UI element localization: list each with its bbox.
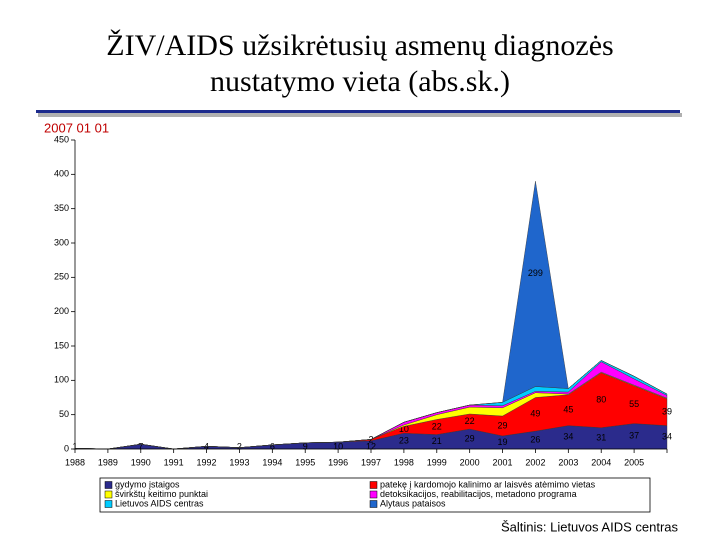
data-label: 22 <box>432 421 442 431</box>
data-label: 9 <box>303 441 308 451</box>
data-label: 7 <box>138 441 143 451</box>
data-label: 29 <box>498 420 508 430</box>
y-tick-label: 100 <box>54 375 69 385</box>
y-tick-label: 250 <box>54 272 69 282</box>
x-tick-label: 1995 <box>295 457 315 467</box>
data-label: 39 <box>662 407 672 417</box>
x-tick-label: 2003 <box>558 457 578 467</box>
y-tick-label: 450 <box>54 134 69 144</box>
data-label: 29 <box>465 433 475 443</box>
x-tick-label: 1996 <box>328 457 348 467</box>
y-tick-label: 50 <box>59 409 69 419</box>
legend-swatch <box>369 500 378 508</box>
title-rule-shadow <box>38 113 682 117</box>
x-tick-label: 1994 <box>262 457 282 467</box>
x-tick-label: 2002 <box>525 457 545 467</box>
x-tick-label: 2001 <box>493 457 513 467</box>
legend-swatch <box>104 500 113 508</box>
x-tick-label: 1991 <box>164 457 184 467</box>
data-label: 10 <box>399 424 409 434</box>
x-tick-label: 2000 <box>460 457 480 467</box>
x-tick-label: 1992 <box>197 457 217 467</box>
y-tick-label: 400 <box>54 169 69 179</box>
x-tick-label: 1999 <box>427 457 447 467</box>
legend-swatch <box>104 490 113 499</box>
y-tick-label: 0 <box>64 443 69 453</box>
data-label: 34 <box>662 432 672 442</box>
legend-label: detoksikacijos, reabilitacijos, metadono… <box>380 489 577 499</box>
data-label: 55 <box>629 399 639 409</box>
x-tick-label: 1993 <box>229 457 249 467</box>
data-label: 2 <box>237 441 242 451</box>
x-tick-label: 1997 <box>361 457 381 467</box>
x-tick-label: 2004 <box>591 457 611 467</box>
source-note: Šaltinis: Lietuvos AIDS centras <box>501 519 679 534</box>
data-label: 26 <box>530 434 540 444</box>
subtitle: 2007 01 01 <box>44 120 109 135</box>
legend-swatch <box>369 490 378 499</box>
legend-label: švirkštų keitimo punktai <box>115 489 208 499</box>
data-label: 80 <box>596 395 606 405</box>
data-label: 10 <box>333 441 343 451</box>
title-rule <box>36 110 680 113</box>
legend-label: Alytaus pataisos <box>380 498 446 508</box>
legend-label: patekę į kardomojo kalinimo ar laisvės a… <box>380 479 596 489</box>
data-label: 45 <box>563 405 573 415</box>
y-tick-label: 200 <box>54 306 69 316</box>
data-label: 23 <box>399 435 409 445</box>
data-label: 299 <box>528 268 543 278</box>
data-label: 37 <box>629 431 639 441</box>
x-tick-label: 1989 <box>98 457 118 467</box>
data-label: 49 <box>530 409 540 419</box>
y-tick-label: 300 <box>54 237 69 247</box>
x-tick-label: 2005 <box>624 457 644 467</box>
data-label: 31 <box>596 433 606 443</box>
legend-swatch <box>369 481 378 489</box>
chart-title: ŽIV/AIDS užsikrėtusių asmenų diagnozės <box>106 29 613 62</box>
legend-swatch <box>104 481 113 489</box>
y-tick-label: 350 <box>54 203 69 213</box>
y-tick-label: 150 <box>54 340 69 350</box>
chart-title: nustatymo vieta (abs.sk.) <box>210 65 510 98</box>
legend-label: Lietuvos AIDS centras <box>115 498 204 508</box>
x-tick-label: 1990 <box>131 457 151 467</box>
data-label: 6 <box>270 441 275 451</box>
x-tick-label: 1988 <box>65 457 85 467</box>
data-label: 21 <box>432 436 442 446</box>
data-label: 12 <box>366 441 376 451</box>
x-tick-label: 1998 <box>394 457 414 467</box>
data-label: 19 <box>498 437 508 447</box>
data-label: 22 <box>465 416 475 426</box>
data-label: 34 <box>563 432 573 442</box>
legend-label: gydymo įstaigos <box>115 479 180 489</box>
